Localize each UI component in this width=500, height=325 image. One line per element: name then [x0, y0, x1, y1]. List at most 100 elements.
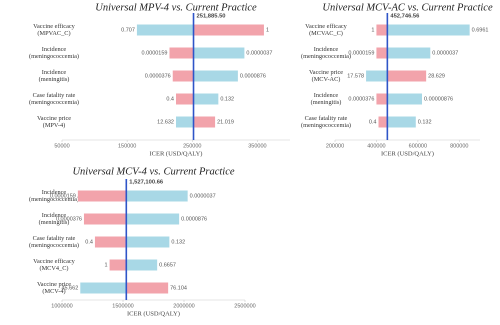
- value-label: 1: [266, 27, 269, 33]
- category-label: (MCV-AC): [312, 76, 341, 83]
- x-tick-label: 2500000: [234, 303, 255, 309]
- value-label: 0.0000876: [181, 216, 207, 222]
- x-tick-label: 250000: [183, 143, 201, 149]
- value-label: 0.0000376: [348, 96, 374, 102]
- chart-title: Universal MCV-4 vs. Current Practice: [72, 166, 234, 177]
- value-label: 0.0000876: [240, 73, 266, 79]
- bar-high: [387, 93, 422, 105]
- category-label: (meningococcemia): [301, 122, 351, 129]
- bar-high: [193, 24, 264, 36]
- bar-low: [109, 259, 127, 271]
- bar-high: [387, 24, 470, 36]
- category-label: Vaccine efficacy: [305, 23, 348, 30]
- x-tick-label: 350000: [248, 143, 266, 149]
- value-label: 0.132: [418, 119, 432, 125]
- category-label: Vaccine price: [37, 281, 71, 288]
- value-label: 0.0000159: [50, 193, 76, 199]
- category-label: (meningococcemia): [29, 196, 79, 203]
- category-label: (MPVAC_C): [37, 30, 70, 37]
- bar-low: [376, 24, 388, 36]
- category-label: Vaccine price: [37, 115, 71, 122]
- bar-high: [126, 236, 170, 248]
- category-label: (MCV-4): [42, 288, 65, 295]
- category-label: (MCVAC_C): [309, 30, 343, 37]
- value-label: 0.132: [220, 96, 234, 102]
- category-label: (meningitis): [39, 76, 70, 83]
- category-label: Vaccine efficacy: [33, 23, 76, 30]
- bar-high: [193, 116, 216, 128]
- value-label: 0.6961: [472, 27, 489, 33]
- value-label: 0.0000376: [145, 73, 171, 79]
- value-label: 0.0000159: [141, 50, 167, 56]
- bar-low: [176, 116, 194, 128]
- category-label: Vaccine price: [309, 69, 343, 76]
- x-tick-label: 1500000: [112, 303, 133, 309]
- value-label: 0.00000876: [424, 96, 453, 102]
- bar-low: [83, 213, 127, 225]
- bar-low: [169, 47, 194, 59]
- bar-low: [94, 236, 127, 248]
- x-tick-label: 600000: [409, 143, 427, 149]
- category-label: (MCV4_C): [39, 265, 68, 272]
- category-label: (meningitis): [39, 219, 70, 226]
- bar-high: [193, 70, 238, 82]
- bar-low: [77, 190, 127, 202]
- category-label: Incidence: [314, 92, 339, 99]
- bar-high: [126, 190, 188, 202]
- x-axis-label: ICER (USD/QALY): [381, 150, 434, 157]
- value-label: 21.019: [217, 119, 234, 125]
- category-label: Incidence: [42, 46, 67, 53]
- bar-high: [193, 47, 245, 59]
- category-label: Incidence: [42, 212, 67, 219]
- value-label: 1: [371, 27, 374, 33]
- base-label: 251,885.50: [197, 14, 226, 20]
- x-tick-label: 50000: [54, 143, 69, 149]
- x-tick-label: 200000: [326, 143, 344, 149]
- x-tick-label: 400000: [367, 143, 385, 149]
- value-label: 12.632: [157, 119, 174, 125]
- value-label: 0.6657: [159, 262, 176, 268]
- bar-low: [378, 116, 388, 128]
- value-label: 0.0000159: [348, 50, 374, 56]
- bar-high: [193, 93, 219, 105]
- category-label: (meningococcemia): [301, 53, 351, 60]
- value-label: 0.4: [166, 96, 174, 102]
- value-label: 76.104: [170, 285, 187, 291]
- x-tick-label: 800000: [450, 143, 468, 149]
- value-label: 1: [105, 262, 108, 268]
- value-label: 0.0000037: [190, 193, 216, 199]
- value-label: 28.629: [428, 73, 445, 79]
- chart-title: Universal MPV-4 vs. Current Practice: [95, 2, 257, 13]
- bar-low: [376, 47, 388, 59]
- base-label: 452,746.56: [390, 14, 420, 20]
- category-label: (meningococcemia): [29, 99, 79, 106]
- bar-high: [387, 47, 431, 59]
- bar-high: [126, 259, 158, 271]
- bar-low: [176, 93, 194, 105]
- category-label: Case fatality rate: [305, 115, 348, 122]
- category-label: Case fatality rate: [33, 92, 76, 99]
- base-label: 1,527,100.66: [129, 180, 164, 186]
- value-label: 45.662: [61, 285, 78, 291]
- x-axis-label: ICER (USD/QALY): [150, 150, 203, 157]
- bar-high: [126, 213, 180, 225]
- value-label: 0.4: [369, 119, 377, 125]
- value-label: 0.4: [85, 239, 93, 245]
- x-axis-label: ICER (USD/QALY): [127, 310, 180, 317]
- bar-low: [80, 282, 127, 294]
- x-tick-label: 2000000: [173, 303, 194, 309]
- bar-low: [172, 70, 194, 82]
- value-label: 17.578: [347, 73, 364, 79]
- bar-low: [136, 24, 194, 36]
- bar-high: [387, 70, 427, 82]
- chart-title: Universal MCV-AC vs. Current Practice: [322, 2, 493, 13]
- value-label: 0.0000037: [432, 50, 458, 56]
- bar-low: [376, 93, 388, 105]
- x-tick-label: 1000000: [51, 303, 72, 309]
- value-label: 0.132: [171, 239, 185, 245]
- category-label: (MPV-4): [43, 122, 66, 129]
- category-label: Vaccine efficacy: [33, 258, 76, 265]
- bar-high: [126, 282, 169, 294]
- category-label: Incidence: [314, 46, 339, 53]
